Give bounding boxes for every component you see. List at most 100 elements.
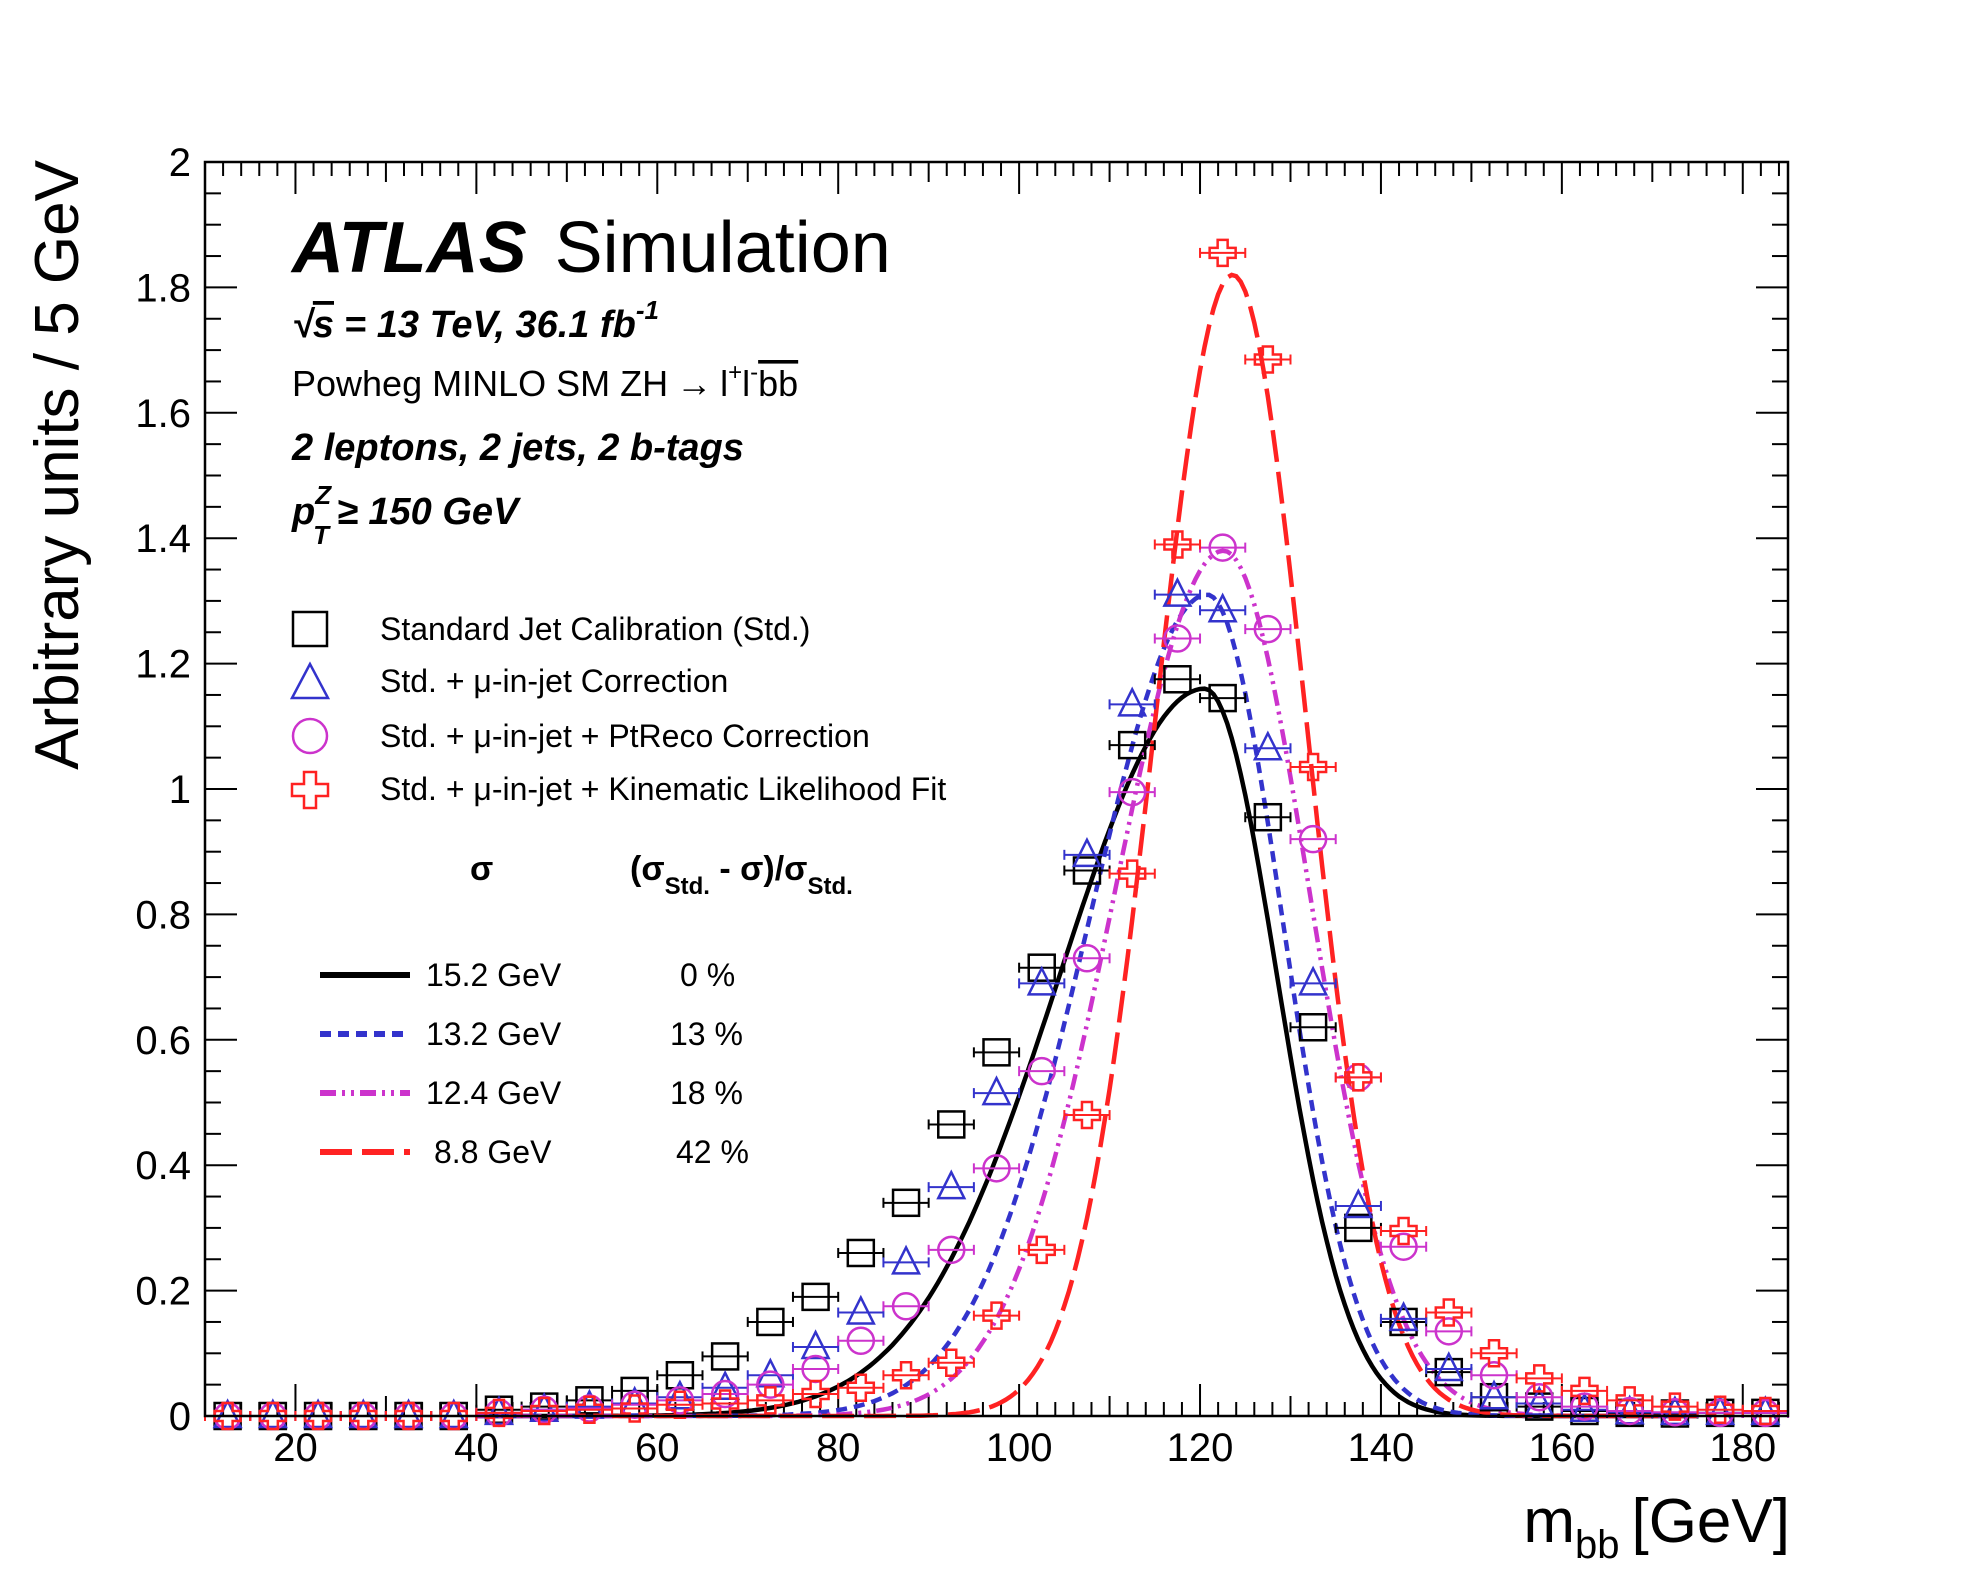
table-header-sigma: σ [470,850,493,888]
data-point-cross [791,1379,840,1409]
circle-marker [1253,614,1283,644]
square-marker [1434,1357,1464,1387]
pt-p: p [291,491,315,533]
data-point-square [837,1238,885,1268]
data-point-square [927,1110,975,1139]
data-point-triangle [746,1357,794,1388]
data-point-circle [1425,1317,1473,1346]
x-tick-label: 20 [273,1426,318,1470]
atlas-label: ATLAS Simulation [290,208,891,288]
table-header-ratio: (σStd. - σ)/σStd. [630,850,853,900]
fit-legend-impr-std: 0 % [680,957,735,993]
triangle-marker [619,1385,650,1416]
square-marker [756,1307,785,1337]
fit-legend-sigma-std: 15.2 GeV [426,957,562,993]
x-tick-label: 100 [986,1426,1053,1470]
y-tick-label: 1 [169,768,191,812]
square-marker [1027,953,1056,982]
data-point-square [791,1282,840,1312]
legend-entry-std: Standard Jet Calibration (Std.) [380,611,810,647]
square-marker [1117,730,1147,760]
sqrt-symbol: √ [292,304,316,346]
fit-legend-sigma-klfit: 8.8 GeV [434,1134,552,1170]
data-point-circle [791,1354,840,1384]
square-marker [982,1038,1011,1067]
data-point-cross [1108,859,1156,888]
data-point-triangle [1425,1351,1473,1382]
circle-marker [756,1370,785,1399]
resolution-table: σ (σStd. - σ)/σStd. 15.2 GeV 0 % 13.2 Ge… [320,850,853,1170]
triangle-marker [483,1395,515,1426]
triangle-marker [1298,965,1329,996]
x-tick-label: 120 [1167,1426,1234,1470]
cross-marker [258,1401,288,1431]
data-point-circle [1244,614,1292,644]
x-tick-label: 140 [1348,1426,1415,1470]
triangle-marker [1071,837,1102,868]
triangle-marker [529,1391,560,1422]
square-marker [1344,1213,1373,1243]
square-marker [710,1342,740,1371]
cross-marker [213,1401,242,1431]
triangle-marker [1433,1351,1464,1382]
data-point-circle [1153,624,1202,653]
circle-marker [710,1379,740,1409]
cross-marker [1570,1376,1599,1406]
data-point-triangle [882,1244,930,1275]
data-point-circle [927,1235,975,1265]
cross-marker [1208,238,1237,268]
cross-marker [1660,1392,1690,1421]
atlas-text: ATLAS [290,208,527,288]
triangle-marker [393,1398,424,1429]
cross-marker [1751,1396,1780,1426]
x-axis-title-sub: bb [1575,1523,1620,1567]
y-tick-label: 0.8 [135,893,191,937]
triangle-marker [710,1369,741,1401]
process-prefix: Powheg MINLO SM ZH [292,363,668,404]
x-axis-title-main: m [1523,1487,1575,1556]
y-tick-label: 1.6 [135,392,191,436]
square-marker [1298,1013,1328,1042]
data-point-circle [882,1292,930,1321]
x-tick-label: 180 [1709,1426,1776,1470]
triangle-marker [800,1329,831,1360]
data-point-square [1199,683,1247,713]
cross-marker [575,1395,604,1424]
data-point-square [1108,730,1156,760]
process-sup2: - [750,359,758,386]
circle-marker [982,1154,1011,1183]
data-point-cross [1334,1063,1382,1092]
cross-marker [982,1301,1011,1330]
y-tick-label: 0.2 [135,1270,191,1314]
data-point-circle [1108,777,1156,807]
data-point-cross [1244,345,1292,374]
cross-marker [665,1390,695,1419]
circle-marker [1524,1382,1554,1412]
y-tick-label: 0.4 [135,1144,191,1188]
energy-text: = 13 TeV, 36.1 fb [344,304,636,346]
data-point-triangle [1244,730,1292,761]
data-point-cross [1153,530,1202,559]
cross-marker [1615,1386,1644,1415]
triangle-marker [1117,686,1148,717]
data-point-triangle [791,1329,840,1360]
triangle-marker [1207,592,1238,623]
cross-marker [1434,1298,1464,1327]
square-marker [1208,683,1237,713]
y-tick-label: 1.8 [135,266,191,310]
data-point-cross [1063,1100,1111,1130]
triangle-marker [348,1398,379,1429]
triangle-marker [212,1398,243,1429]
cross-marker [1163,530,1192,559]
y-tick-label: 1.4 [135,517,191,561]
cross-marker [1389,1216,1418,1246]
cross-marker [1027,1235,1056,1265]
square-marker [1389,1307,1418,1337]
cross-marker [484,1398,514,1428]
cross-marker [891,1360,921,1390]
circle-marker [891,1292,921,1321]
x-axis-title: mbb [GeV] [1523,1487,1790,1567]
triangle-marker [664,1379,695,1410]
y-tick-label: 1.2 [135,643,191,687]
triangle-marker [936,1169,967,1200]
